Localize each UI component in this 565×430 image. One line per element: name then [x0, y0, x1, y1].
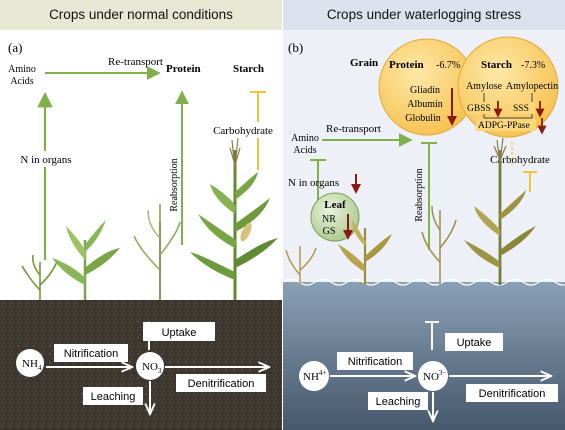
stressed-plant-2: [338, 220, 392, 285]
nh4-node: [16, 349, 44, 377]
amylopectin-label: Amylopectin: [506, 81, 558, 92]
nh4-node-b: [299, 361, 329, 391]
nh4-label-b: NH4+: [303, 369, 326, 383]
protein-change: -6.7%: [436, 60, 460, 71]
n-in-organs-label: N in organs: [20, 154, 71, 166]
stressed-plant-1: [285, 246, 317, 285]
gs-label: GS: [323, 226, 336, 237]
plant-jointing: [133, 204, 181, 300]
leaf-label: Leaf: [324, 199, 346, 211]
amino-acids-label-2: Acids: [10, 76, 33, 87]
protein-label: Protein: [166, 63, 201, 75]
n-in-organs-label-b: N in organs: [288, 177, 339, 189]
globulin-label: Globulin: [405, 113, 441, 124]
nitrification-box-b: [337, 352, 413, 370]
nr-label: NR: [322, 214, 336, 225]
amino-acids-label-b: Amino: [291, 133, 319, 144]
gbss-label: GBSS: [467, 104, 491, 114]
stressed-plant-mature: [464, 137, 536, 285]
amino-acids-label: Amino: [8, 64, 36, 75]
leaching-box: [83, 387, 143, 405]
starch-change: -7.3%: [521, 60, 545, 71]
starch-label-b: Starch: [481, 59, 512, 71]
protein-label-b: Protein: [389, 59, 424, 71]
carbohydrate-label: Carbohydrate: [213, 125, 273, 137]
no3-label: NO3: [142, 361, 162, 375]
albumin-label: Albumin: [407, 99, 443, 110]
retransport-label-b: Re-transport: [326, 123, 381, 135]
no3-node: [136, 352, 164, 380]
plant-young: [52, 220, 120, 300]
grain-label: Grain: [350, 57, 378, 69]
reabsorption-label: Reabsorption: [169, 158, 180, 211]
starch-label: Starch: [233, 63, 264, 75]
nh4-label: NH4: [22, 358, 42, 372]
panel-a-label: (a): [8, 40, 22, 55]
nitrification-box: [54, 344, 128, 362]
gliadin-label: Gliadin: [410, 85, 440, 96]
denitrification-label-b: Denitrification: [479, 388, 546, 400]
stressed-plant-3: [421, 205, 457, 285]
leaching-box-b: [368, 392, 428, 410]
panel-a: (a) Amino Acids N in organs Re-transport…: [0, 30, 282, 430]
denitrification-box: [176, 374, 266, 392]
nitrification-label-b: Nitrification: [348, 356, 402, 368]
water-surface: [282, 278, 565, 286]
no3-node-b: [418, 361, 448, 391]
nitrification-label: Nitrification: [64, 348, 118, 360]
uptake-box: [143, 322, 215, 341]
uptake-label: Uptake: [162, 327, 197, 339]
retransport-label: Re-transport: [108, 56, 163, 68]
uptake-box-b: [445, 333, 503, 351]
no3-label-b: NO3−: [423, 369, 446, 383]
amino-acids-label-b-2: Acids: [293, 145, 316, 156]
denitrification-box-b: [466, 384, 558, 402]
leaching-label-b: Leaching: [376, 396, 421, 408]
amylose-label: Amylose: [466, 81, 503, 92]
sss-label: SSS: [513, 104, 529, 114]
uptake-label-b: Uptake: [457, 337, 492, 349]
reabsorption-label-b: Reabsorption: [414, 168, 425, 221]
denitrification-label: Denitrification: [188, 378, 255, 390]
panel-b: (b) Grain Protein -6.7% Gliadin Albumin …: [282, 30, 565, 430]
carbohydrate-label-b: Carbohydrate: [490, 154, 550, 166]
panel-b-label: (b): [288, 40, 303, 55]
leaching-label: Leaching: [91, 391, 136, 403]
panel-a-header: Crops under normal conditions: [0, 0, 282, 30]
adpg-label: ADPG-PPase: [478, 121, 530, 131]
panel-b-header: Crops under waterlogging stress: [283, 0, 565, 30]
plant-mature-maize: [190, 137, 278, 300]
